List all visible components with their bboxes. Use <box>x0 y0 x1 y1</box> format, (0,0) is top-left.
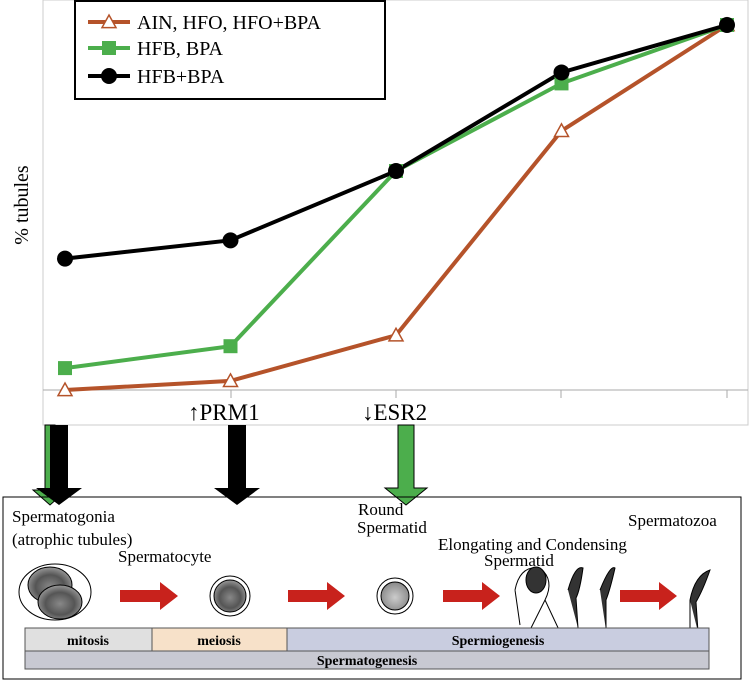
legend-label: HFB+BPA <box>137 66 225 88</box>
legend-marker <box>101 68 117 84</box>
stage-label: Round <box>358 500 404 519</box>
phase-bars <box>24 627 710 670</box>
x-axis-ticks <box>230 390 728 398</box>
legend-marker <box>100 13 118 29</box>
plot-frame <box>42 0 749 426</box>
phase-label: mitosis <box>67 634 110 649</box>
point <box>553 122 570 138</box>
point <box>57 250 73 267</box>
point <box>58 361 72 376</box>
stage-label: Elongating and Condensing <box>438 535 627 554</box>
phase-label: Spermiogenesis <box>452 634 545 649</box>
point <box>388 163 404 179</box>
annotation: ↓ESR2 <box>362 400 427 425</box>
stage-label: Spermatozoa <box>628 511 717 530</box>
stage-label: Spermatid <box>484 551 554 570</box>
diagram-frame <box>2 496 742 680</box>
point <box>222 372 239 388</box>
point <box>719 17 735 33</box>
y-axis-label: % tubules <box>11 165 33 245</box>
stage-labels: Spermatogonia (atrophic tubules) Spermat… <box>12 500 717 570</box>
legend-marker <box>102 41 116 55</box>
point <box>56 381 74 397</box>
stage-label: Spermatogonia <box>12 507 115 526</box>
stage-label: Spermatocyte <box>118 547 211 566</box>
process-bar <box>24 650 710 670</box>
cells <box>18 563 711 633</box>
stage-arrows <box>31 424 429 506</box>
point <box>223 339 238 354</box>
stage-label: Spermatid <box>357 518 427 537</box>
annotation: ↑PRM1 <box>188 400 260 425</box>
stage-label: (atrophic tubules) <box>12 530 132 549</box>
legend-label: AIN, HFO, HFO+BPA <box>137 12 321 34</box>
process-label: Spermatogenesis <box>317 654 418 669</box>
point <box>222 232 239 249</box>
point <box>554 76 569 91</box>
point <box>387 326 405 342</box>
phase-label: meiosis <box>197 634 241 649</box>
process-arrows <box>120 582 677 610</box>
legend-label: HFB, BPA <box>137 38 224 60</box>
phase-labels: mitosis meiosis Spermiogenesis Spermatog… <box>67 634 545 669</box>
point <box>553 64 570 81</box>
